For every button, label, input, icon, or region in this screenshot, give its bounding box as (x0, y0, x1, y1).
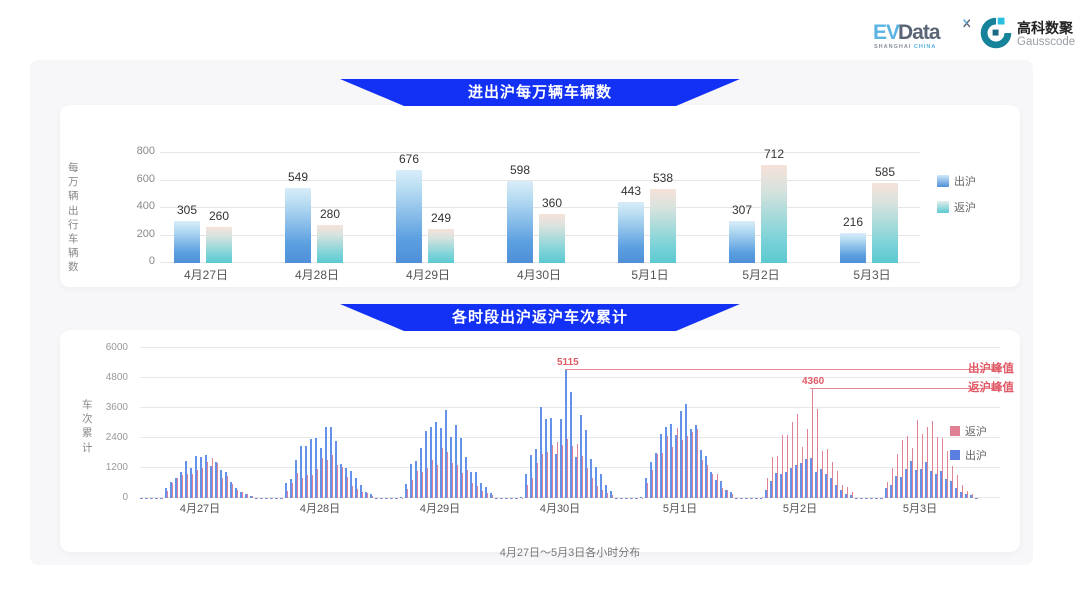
svg-text:高科数聚: 高科数聚 (1017, 20, 1074, 36)
svg-text:Data: Data (898, 21, 941, 44)
svg-text:EV: EV (873, 21, 900, 44)
svg-text:Gausscode: Gausscode (1017, 36, 1075, 48)
svg-text:SHANGHAI CHINA: SHANGHAI CHINA (874, 44, 936, 50)
